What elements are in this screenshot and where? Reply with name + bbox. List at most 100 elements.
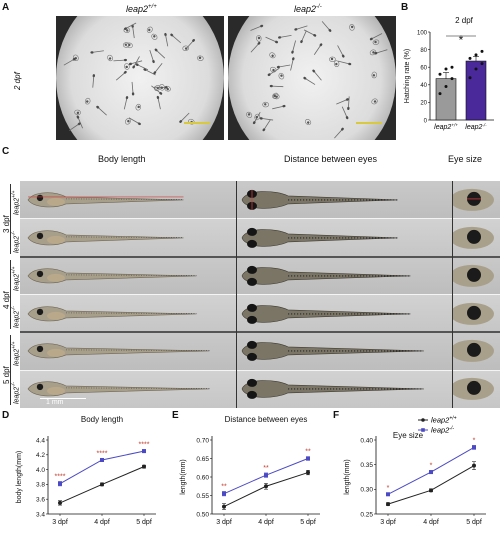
y-tick-label: 3.4 — [36, 511, 45, 518]
larva-body-lateral — [27, 230, 184, 246]
larva-body-dorsal — [241, 304, 411, 323]
dish-image-ko — [228, 16, 396, 140]
larva-tail — [132, 27, 135, 39]
larva — [256, 35, 262, 42]
larva-image-cell — [236, 181, 452, 219]
egg-yolk — [374, 40, 377, 44]
larva-image-cell — [20, 294, 236, 333]
larva-tail — [269, 67, 280, 75]
row-label: leap2-/- — [11, 231, 20, 253]
larva — [341, 106, 349, 120]
larva-tail — [181, 112, 190, 122]
larva-head — [282, 104, 286, 108]
larva-image-cell — [20, 181, 236, 219]
larva-image-cell — [452, 294, 500, 333]
y-tick-label: 4.2 — [36, 452, 45, 459]
larva-head — [131, 92, 135, 96]
egg-yolk — [148, 28, 151, 32]
larva-head — [274, 40, 279, 44]
scale-bar-label: 1 mm — [46, 399, 64, 406]
panel-a-label: A — [2, 2, 10, 13]
larva-tail — [250, 43, 259, 53]
chart-title: 2 dpf — [455, 16, 474, 25]
larva-tail — [115, 72, 125, 81]
legend-sup: -/- — [449, 426, 454, 432]
data-point — [438, 72, 442, 76]
larva-image-cell — [20, 256, 236, 295]
egg-chorion — [151, 33, 158, 40]
larva — [182, 45, 189, 52]
larva-tail — [348, 96, 350, 108]
egg-chorion — [333, 60, 340, 67]
larva-eye — [36, 194, 44, 202]
egg-yolk — [271, 54, 274, 58]
larva-drawing — [452, 378, 494, 401]
larva-drawing — [27, 268, 197, 283]
larva-tail — [123, 98, 128, 110]
larva-tail — [305, 78, 316, 85]
larva-tail — [272, 105, 284, 110]
larva — [369, 49, 377, 56]
larva — [164, 32, 169, 47]
egg-yolk — [247, 113, 251, 116]
larva — [132, 56, 140, 69]
x-tick-label: 4 dpf — [423, 519, 439, 526]
larva-image-cell — [236, 294, 452, 333]
larva-drawing — [27, 381, 210, 397]
chart-body-length: Body length body length(mm) 3.4 3.6 3.8 4.0 4.… — [16, 415, 156, 526]
larva-head — [269, 84, 273, 88]
larva-image-cell — [236, 256, 452, 295]
egg-chorion — [256, 35, 262, 42]
larva-head — [374, 51, 378, 55]
y-tick-label: 0.30 — [360, 487, 373, 494]
y-tick-label: 0.60 — [196, 474, 209, 481]
egg-yolk — [166, 87, 169, 91]
larva — [179, 112, 190, 123]
row-label-genotype: leap2 — [13, 197, 21, 215]
egg-chorion — [272, 92, 279, 99]
data-point — [444, 85, 448, 89]
ko-title-text: leap2 — [294, 4, 317, 14]
larva-body-lateral — [27, 343, 210, 359]
scale-bar-ko — [356, 122, 382, 124]
row-label-sup: -/- — [11, 230, 17, 236]
larva — [131, 24, 135, 39]
larva — [128, 60, 143, 66]
larva-head — [328, 29, 332, 32]
larva-head — [291, 50, 294, 54]
egg-yolk — [330, 57, 334, 61]
larva-eye — [467, 381, 481, 396]
row-label-genotype: leap2 — [13, 311, 21, 329]
larva-tail — [126, 22, 137, 29]
y-axis-label: Hatching rate (%) — [404, 49, 411, 103]
x-tick-label-genotype: leap2 — [434, 124, 451, 131]
egg-chorion — [372, 39, 380, 45]
larva — [146, 26, 153, 33]
larva-drawing — [452, 226, 494, 249]
egg-yolk — [372, 74, 376, 77]
larva — [337, 45, 345, 58]
larva-tail — [156, 50, 166, 59]
grid-separator — [20, 331, 500, 334]
chart-eye-distance: Distance between eyes length(mm) 0.50 0.55 0… — [180, 415, 320, 526]
larva — [153, 62, 163, 75]
col-header-eye-size: Eye size — [448, 154, 483, 164]
larva-drawing — [241, 265, 411, 286]
y-tick-label: 0.65 — [196, 456, 209, 463]
larva-tail — [376, 49, 388, 54]
larva-tail — [290, 59, 294, 71]
larva — [333, 60, 340, 67]
larva — [291, 40, 297, 54]
grid-separator — [20, 294, 500, 295]
larva-head — [76, 115, 80, 119]
row-label-genotype: leap2 — [13, 273, 21, 291]
row-label-genotype: leap2 — [13, 386, 21, 404]
larva — [278, 72, 285, 80]
row-label-sup: +/+ — [11, 190, 17, 198]
larva — [329, 56, 336, 63]
larva-tail — [280, 34, 292, 38]
larva — [303, 29, 317, 37]
larva — [135, 63, 149, 71]
larva-tail — [301, 30, 307, 41]
larva — [151, 85, 163, 95]
